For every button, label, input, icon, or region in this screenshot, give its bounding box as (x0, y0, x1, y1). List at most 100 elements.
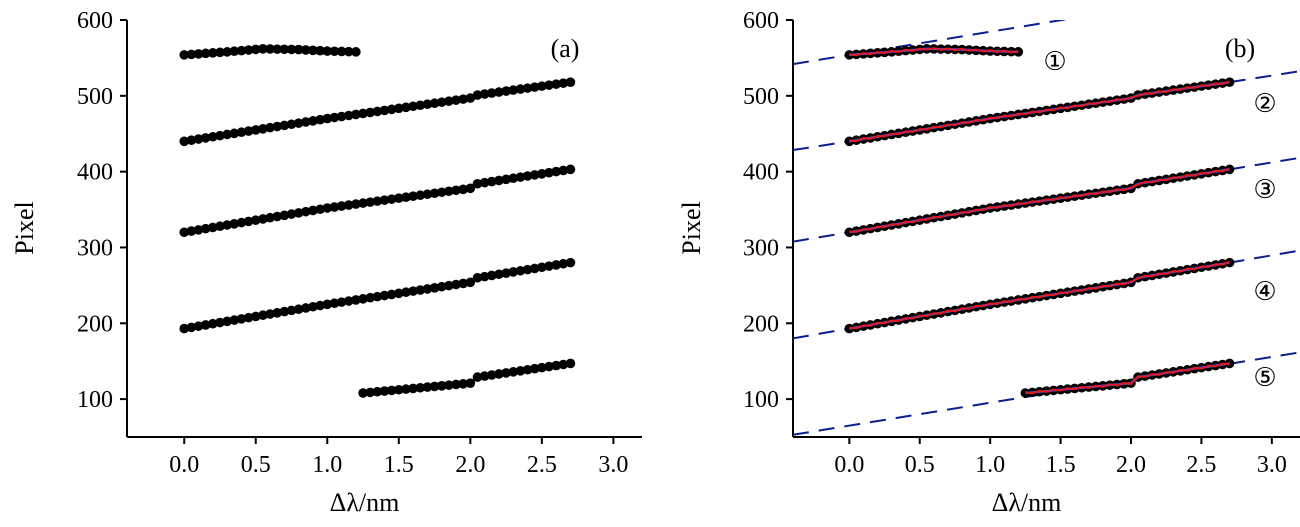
data-point (422, 189, 433, 200)
data-point (215, 317, 225, 328)
data-point (222, 316, 232, 327)
data-point (336, 46, 347, 57)
data-point (301, 117, 311, 127)
data-point (358, 198, 368, 208)
data-point (415, 285, 426, 295)
data-point (486, 176, 497, 187)
x-tick-label: 2.5 (527, 452, 557, 478)
series-4 (179, 257, 576, 334)
data-point (286, 209, 297, 219)
data-point (293, 118, 304, 128)
data-point (436, 97, 447, 107)
data-point (315, 204, 325, 215)
data-point (365, 387, 375, 398)
data-point (458, 184, 468, 195)
data-point (537, 362, 547, 373)
data-point (243, 312, 254, 323)
data-point (444, 96, 454, 106)
y-tick-label: 200 (77, 311, 113, 337)
data-point (565, 257, 576, 268)
data-point (429, 98, 440, 109)
data-point (494, 269, 504, 280)
data-point (222, 129, 232, 140)
data-point (365, 107, 375, 118)
series-5: ⑤ (793, 351, 1300, 436)
data-point (558, 258, 569, 269)
y-tick-label: 300 (743, 235, 779, 261)
data-point (315, 114, 325, 125)
data-point (408, 383, 418, 394)
y-axis-title: Pixel (10, 201, 39, 254)
data-point (486, 88, 497, 98)
data-point (544, 361, 554, 372)
data-point (215, 47, 225, 58)
series-label: ① (1043, 47, 1066, 77)
x-axis-title: Δλ/nm (330, 488, 400, 517)
x-axis-title: Δλ/nm (992, 488, 1062, 517)
data-point (379, 105, 390, 116)
data-point (494, 175, 504, 186)
data-point (301, 45, 311, 55)
x-tick-label: 0.0 (834, 452, 864, 478)
data-point (529, 263, 540, 274)
data-point (408, 101, 418, 112)
data-point (537, 81, 547, 91)
data-point (401, 384, 411, 394)
data-point (243, 126, 254, 136)
data-point (522, 364, 533, 375)
data-point (215, 221, 225, 232)
data-point (565, 358, 576, 369)
data-point (422, 284, 433, 294)
data-point (179, 50, 190, 60)
data-point (215, 130, 225, 141)
data-point (279, 44, 290, 55)
data-point (322, 46, 333, 56)
data-point (451, 279, 461, 290)
data-point (394, 193, 404, 203)
data-point (222, 220, 232, 230)
series-3: ③ (793, 156, 1300, 243)
series-label: ⑤ (1253, 363, 1276, 393)
x-tick-label: 2.0 (455, 452, 485, 478)
fit-curve-red (849, 47, 1019, 57)
data-point (386, 104, 397, 115)
data-point (265, 212, 275, 223)
data-point (272, 211, 283, 222)
data-point (415, 190, 426, 201)
data-point (486, 370, 497, 380)
data-point (386, 289, 397, 300)
data-point (358, 294, 368, 304)
data-point (444, 186, 454, 197)
x-tick-label: 0.0 (169, 452, 199, 478)
data-point (351, 295, 361, 305)
data-point (236, 217, 247, 228)
data-point (265, 122, 275, 133)
data-point (272, 44, 283, 54)
data-point (458, 278, 468, 289)
data-point (272, 308, 283, 318)
data-point (236, 127, 247, 138)
fit-curve-red (1025, 362, 1230, 395)
x-tick-label: 1.0 (975, 452, 1005, 478)
data-point (365, 197, 375, 207)
data-point (422, 99, 433, 110)
data-point (551, 166, 561, 177)
data-point (451, 95, 461, 105)
data-point (537, 262, 547, 273)
data-point (351, 47, 361, 57)
data-point (415, 100, 426, 111)
data-point (551, 260, 561, 270)
data-point (558, 359, 569, 370)
data-point (472, 372, 483, 382)
data-point (343, 296, 354, 306)
data-point (537, 168, 547, 179)
data-point (236, 314, 247, 324)
data-point (394, 103, 404, 114)
data-point (429, 188, 440, 199)
data-point (193, 321, 204, 331)
x-tick-label: 2.0 (1116, 452, 1146, 478)
data-point (501, 268, 511, 278)
data-point (515, 366, 526, 376)
data-point (429, 283, 440, 293)
data-point (279, 120, 290, 131)
